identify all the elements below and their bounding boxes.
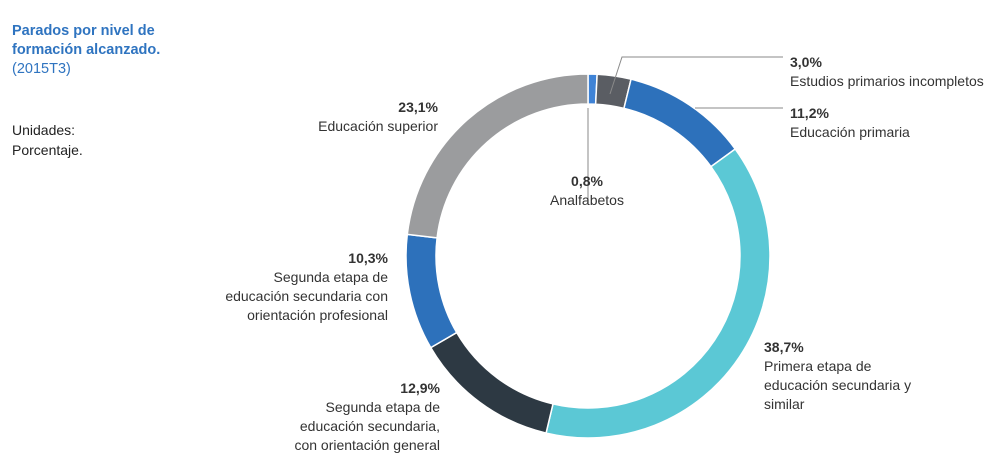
slice-name-line-1: Segunda etapa de bbox=[325, 399, 440, 415]
donut-slice-segunda-etapa-profesional bbox=[405, 233, 458, 349]
slice-name-educacion-superior: Educación superior bbox=[318, 118, 438, 134]
slice-label-primaria: 11,2% Educación primaria bbox=[790, 104, 990, 142]
slice-value-primera-etapa-secundaria: 38,7% bbox=[764, 339, 804, 355]
slice-name-analfabetos: Analfabetos bbox=[550, 192, 624, 208]
donut-slices bbox=[405, 73, 771, 439]
slice-value-segunda-etapa-general: 12,9% bbox=[400, 380, 440, 396]
donut-slice-segunda-etapa-general bbox=[429, 331, 554, 435]
slice-label-primarios-incompletos: 3,0% Estudios primarios incompletos bbox=[790, 53, 995, 91]
slice-value-primaria: 11,2% bbox=[790, 105, 829, 121]
chart-title: Parados por nivel de formación alcanzado… bbox=[12, 22, 212, 79]
units-value: Porcentaje. bbox=[12, 142, 83, 158]
slice-label-segunda-etapa-profesional: 10,3% Segunda etapa de educación secunda… bbox=[188, 249, 388, 325]
slice-name-line-2: educación secundaria con bbox=[225, 288, 388, 304]
donut-slice-educacion-superior bbox=[406, 73, 589, 239]
slice-name-primaria: Educación primaria bbox=[790, 124, 910, 140]
leader-lines bbox=[587, 56, 783, 205]
slice-value-analfabetos: 0,8% bbox=[571, 173, 603, 189]
slice-label-segunda-etapa-general: 12,9% Segunda etapa de educación secunda… bbox=[240, 379, 440, 455]
chart-title-line-2: formación alcanzado. bbox=[12, 42, 161, 58]
slice-name-primarios-incompletos: Estudios primarios incompletos bbox=[790, 73, 984, 89]
slice-label-primera-etapa-secundaria: 38,7% Primera etapa de educación secunda… bbox=[764, 338, 964, 414]
chart-title-line-1: Parados por nivel de bbox=[12, 23, 155, 39]
slice-name-line-1: Primera etapa de bbox=[764, 358, 872, 374]
slice-label-educacion-superior: 23,1% Educación superior bbox=[238, 98, 438, 136]
slice-name-line-3: orientación profesional bbox=[247, 307, 388, 323]
leader-primarios-incompletos bbox=[609, 56, 783, 95]
slice-value-educacion-superior: 23,1% bbox=[398, 99, 438, 115]
chart-period: (2015T3) bbox=[12, 61, 71, 77]
units-note: Unidades: Porcentaje. bbox=[12, 120, 83, 160]
slice-name-line-2: educación secundaria y bbox=[764, 377, 912, 393]
slice-value-primarios-incompletos: 3,0% bbox=[790, 54, 822, 70]
slice-name-line-1: Segunda etapa de bbox=[273, 269, 388, 285]
slice-name-line-3: con orientación general bbox=[294, 437, 440, 453]
slice-value-segunda-etapa-profesional: 10,3% bbox=[348, 250, 388, 266]
slice-label-analfabetos: 0,8% Analfabetos bbox=[492, 172, 682, 210]
slice-name-line-3: similar bbox=[764, 396, 805, 412]
units-label: Unidades: bbox=[12, 122, 76, 138]
donut-slice-primaria bbox=[623, 78, 737, 168]
slice-name-line-2: educación secundaria, bbox=[299, 418, 440, 434]
